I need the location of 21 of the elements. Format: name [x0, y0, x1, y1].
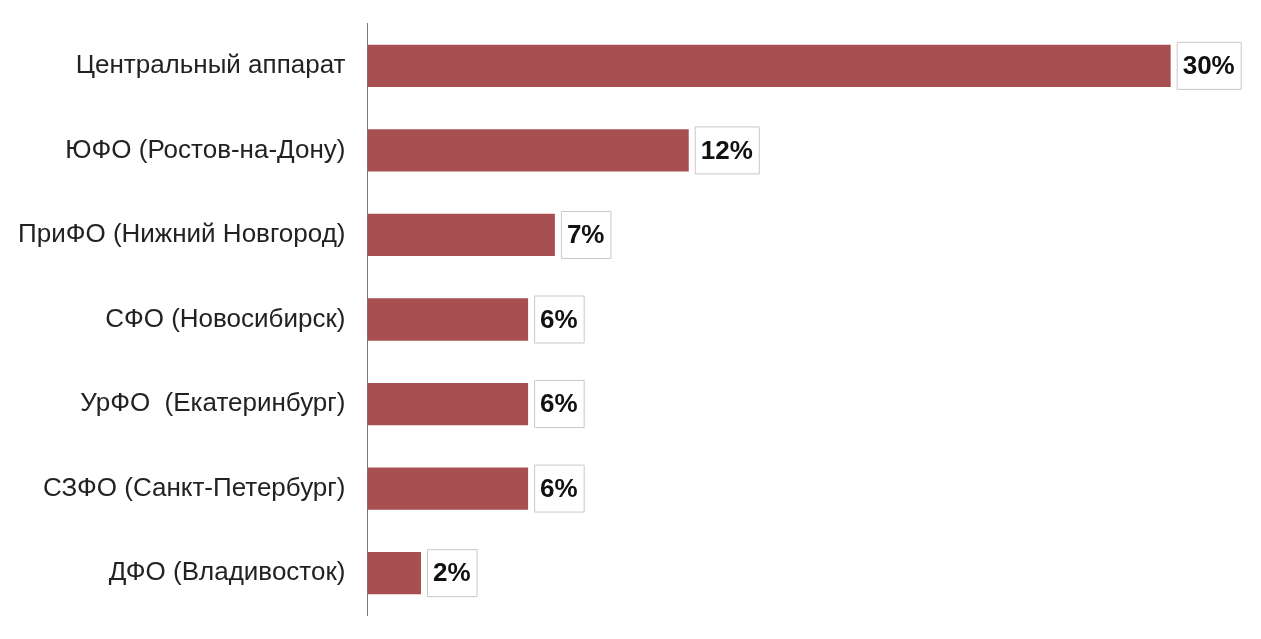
data-label: 6% — [540, 472, 578, 503]
y-tick-label: ЮФО (Ростов-на-Дону) — [65, 133, 346, 164]
data-label: 2% — [433, 557, 471, 588]
bar — [367, 467, 529, 510]
bar — [367, 44, 1171, 88]
data-label: 12% — [700, 134, 753, 165]
data-label: 30% — [1182, 50, 1235, 81]
bar — [367, 382, 529, 426]
bar — [367, 551, 422, 595]
bar — [367, 213, 555, 257]
y-tick-label: ДФО (Владивосток) — [108, 556, 346, 587]
bar — [367, 298, 529, 341]
data-label: 6% — [540, 303, 578, 334]
y-tick-label: УрФО (Екатеринбург) — [80, 387, 346, 418]
data-label: 7% — [566, 219, 605, 250]
bar — [367, 129, 689, 172]
y-tick-label: Центральный аппарат — [75, 49, 346, 80]
y-tick-label: СЗФО (Санкт-Петербург) — [43, 471, 346, 502]
data-label: 6% — [540, 388, 578, 419]
y-tick-label: ПриФО (Нижний Новгород) — [17, 218, 346, 249]
y-tick-label: СФО (Новосибирск) — [105, 302, 346, 333]
